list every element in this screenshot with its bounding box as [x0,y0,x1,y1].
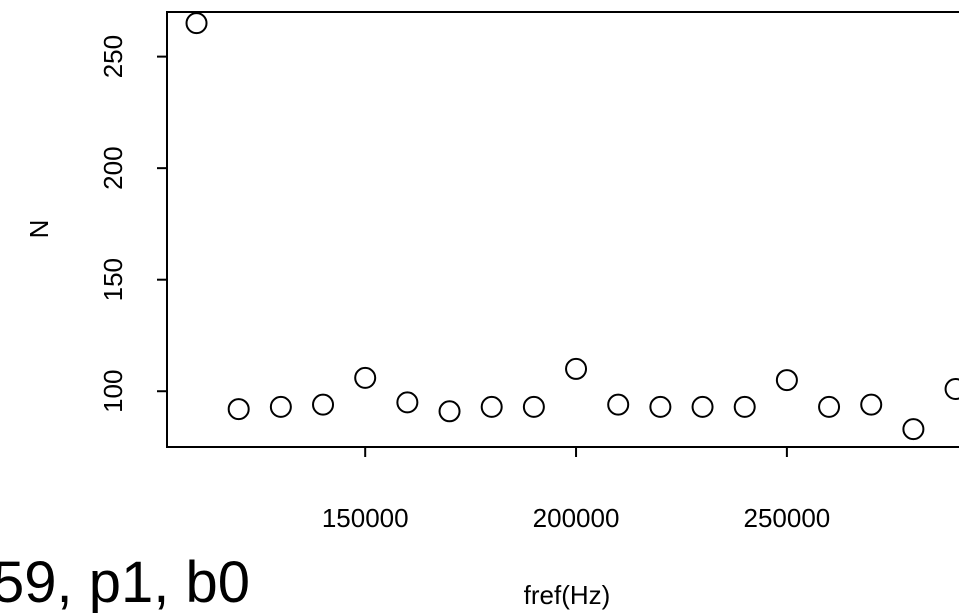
data-point [354,366,377,389]
data-point [691,395,714,418]
data-point [818,395,841,418]
data-point [565,357,588,380]
y-axis-title: N [24,220,54,239]
x-tick-label: 200000 [533,503,620,533]
data-points [185,12,959,441]
plot-frame [166,11,959,448]
chart-title: 59, p1, b0 [0,550,250,613]
data-point [522,395,545,418]
data-point [269,395,292,418]
data-point [227,398,250,421]
data-point [396,391,419,414]
y-tick-label: 200 [98,146,128,189]
data-point [607,393,630,416]
data-point [733,395,756,418]
y-tick-label: 150 [98,258,128,301]
data-point [438,400,461,423]
data-point [860,393,883,416]
data-point [649,395,672,418]
y-tick-label: 250 [98,35,128,78]
x-axis-title: fref(Hz) [524,580,611,610]
data-point [480,395,503,418]
data-point [902,418,925,441]
x-tick-label: 250000 [744,503,831,533]
plot-area [166,11,959,448]
data-point [944,378,959,400]
data-point [185,12,208,35]
data-point [312,393,335,416]
data-point [775,369,798,392]
x-tick-label: 150000 [322,503,409,533]
y-tick-label: 100 [98,370,128,413]
axes: 150000 200000 250000 100 150 200 250 [98,35,830,533]
